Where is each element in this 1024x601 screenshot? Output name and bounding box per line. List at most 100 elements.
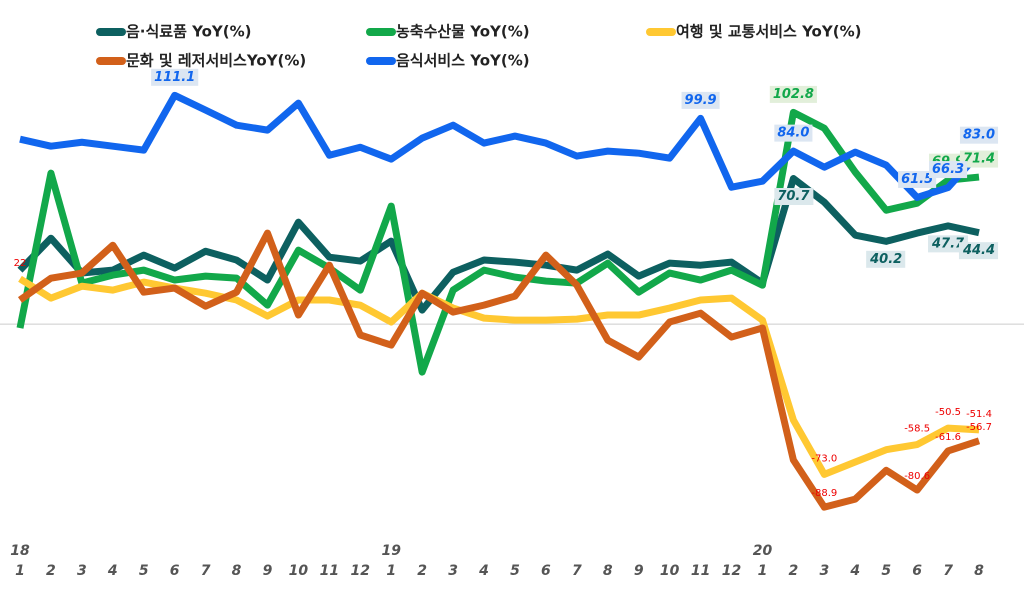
value-label: 102.8 xyxy=(773,87,814,102)
x-tick-label: 12 xyxy=(351,563,370,579)
x-tick-label: 3 xyxy=(819,563,829,579)
x-tick-label: 11 xyxy=(320,563,339,579)
value-label: -73.0 xyxy=(811,453,837,464)
value-label: -61.6 xyxy=(935,432,961,443)
x-tick-label: 2 xyxy=(789,563,799,579)
value-label-group: 99.9 xyxy=(681,91,720,109)
year-label: 19 xyxy=(381,543,401,559)
value-label-group: 66.3 xyxy=(929,161,968,179)
value-label-group: 84.0 xyxy=(774,124,813,142)
x-tick-label: 1 xyxy=(758,563,768,579)
series-line xyxy=(17,175,980,314)
x-tick-label: 7 xyxy=(201,563,211,579)
value-label: -50.5 xyxy=(935,407,961,418)
x-tick-label: 6 xyxy=(541,563,551,579)
value-label-box xyxy=(928,235,969,253)
value-label: 83.0 xyxy=(963,128,995,143)
value-label-box xyxy=(929,161,968,179)
value-label-group: 22 xyxy=(14,258,27,269)
value-label-box xyxy=(774,124,813,142)
value-label-box xyxy=(958,242,999,260)
value-label-group: 70.7 xyxy=(774,188,814,206)
x-tick-label: 5 xyxy=(881,563,891,579)
value-label-box xyxy=(866,250,906,268)
legend-label: 농축수산물 YoY(%) xyxy=(396,23,530,41)
x-tick-label: 6 xyxy=(170,563,180,579)
x-tick-label: 9 xyxy=(634,563,644,579)
value-label: 40.2 xyxy=(869,252,902,267)
series-line xyxy=(18,275,980,478)
x-tick-label: 12 xyxy=(722,563,741,579)
value-label-group: -73.0 xyxy=(811,453,837,464)
series-line xyxy=(19,91,982,201)
value-label: 47.7 xyxy=(931,236,965,251)
value-label-group: 47.7 xyxy=(928,235,969,253)
legend-label: 문화 및 레저서비스YoY(%) xyxy=(126,52,306,70)
value-label-box xyxy=(774,188,814,206)
value-label-group: -80.6 xyxy=(904,471,930,482)
value-label-group: 44.4 xyxy=(958,242,999,260)
year-label: 18 xyxy=(10,543,30,559)
value-label: 22 xyxy=(14,258,27,269)
x-tick-label: 4 xyxy=(478,563,489,579)
value-label-group: 40.2 xyxy=(866,250,906,268)
x-tick-label: 4 xyxy=(849,563,860,579)
value-label: -56.7 xyxy=(966,422,992,433)
value-label: 71.4 xyxy=(963,152,995,167)
value-label-group: -58.5 xyxy=(904,424,930,435)
legend-label: 음식서비스 YoY(%) xyxy=(396,52,530,70)
value-label-box xyxy=(959,126,999,144)
value-label-group: 111.1 xyxy=(151,68,199,86)
value-label: 61.5 xyxy=(901,172,933,187)
x-tick-label: 2 xyxy=(46,563,56,579)
value-label: 66.3 xyxy=(932,162,964,177)
year-label: 20 xyxy=(753,543,773,559)
x-tick-label: 3 xyxy=(448,563,458,579)
value-label-group: 71.4 xyxy=(959,150,999,168)
x-tick-label: 1 xyxy=(386,563,396,579)
series-line xyxy=(17,229,981,511)
value-label-box xyxy=(681,91,720,109)
x-tick-label: 11 xyxy=(691,563,710,579)
x-tick-label: 10 xyxy=(289,563,309,579)
value-label-box xyxy=(898,170,937,188)
legend-label: 여행 및 교통서비스 YoY(%) xyxy=(676,23,861,41)
x-tick-label: 5 xyxy=(510,563,520,579)
value-label-group: -50.5 xyxy=(935,407,961,418)
x-tick-label: 7 xyxy=(572,563,582,579)
x-tick-label: 7 xyxy=(943,563,953,579)
legend-label: 음·식료품 YoY(%) xyxy=(126,23,252,41)
x-tick-label: 6 xyxy=(912,563,922,579)
x-tick-label: 2 xyxy=(417,563,427,579)
x-tick-label: 3 xyxy=(77,563,87,579)
value-label-box xyxy=(959,150,999,168)
x-tick-label: 8 xyxy=(232,563,242,579)
value-label-group: -61.6 xyxy=(935,432,961,443)
x-tick-label: 10 xyxy=(660,563,680,579)
value-label-group: -88.9 xyxy=(811,488,837,499)
value-label-group: -51.4 xyxy=(966,409,992,420)
value-label: -80.6 xyxy=(904,471,930,482)
value-label: -58.5 xyxy=(904,424,930,435)
value-label-group: 61.5 xyxy=(898,170,937,188)
value-label: -88.9 xyxy=(811,488,837,499)
series-line xyxy=(16,108,980,376)
x-tick-label: 1 xyxy=(15,563,25,579)
x-tick-label: 9 xyxy=(263,563,273,579)
value-label-group: -56.7 xyxy=(966,422,992,433)
value-label: 111.1 xyxy=(154,70,195,85)
value-label: 44.4 xyxy=(962,243,995,258)
value-label: 84.0 xyxy=(777,126,809,141)
value-label: -51.4 xyxy=(966,409,992,420)
value-label: 70.7 xyxy=(777,189,810,204)
x-tick-label: 5 xyxy=(139,563,149,579)
x-tick-label: 8 xyxy=(974,563,984,579)
value-label-box xyxy=(151,68,199,86)
value-label-group: 102.8 xyxy=(769,85,817,103)
value-label-group: 83.0 xyxy=(959,126,999,144)
value-label: 99.9 xyxy=(685,93,717,108)
value-label-box xyxy=(769,85,817,103)
x-tick-label: 4 xyxy=(107,563,118,579)
x-tick-label: 8 xyxy=(603,563,613,579)
